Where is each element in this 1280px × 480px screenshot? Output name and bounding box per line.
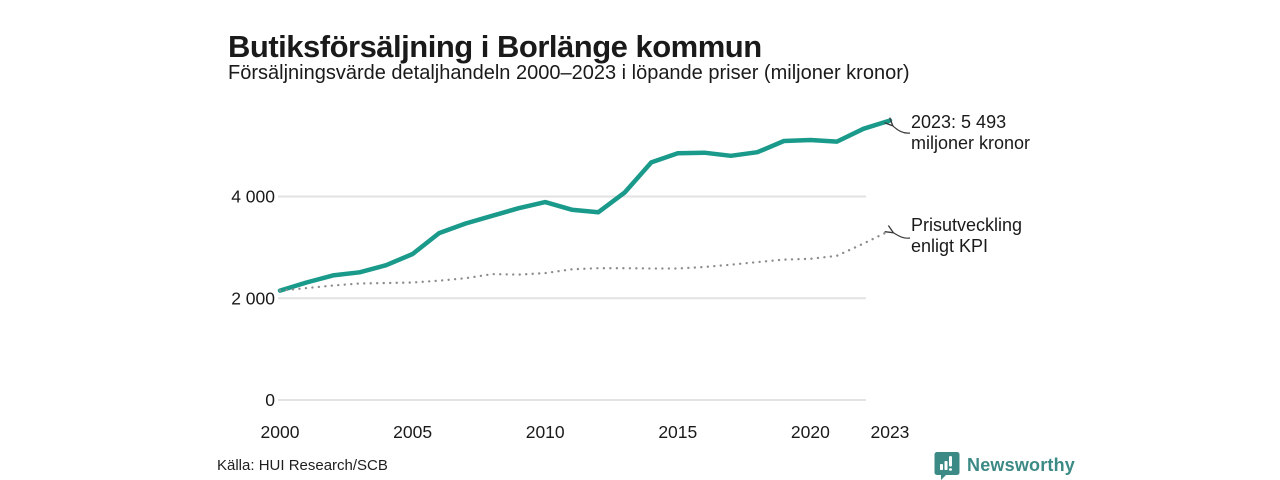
y-tick-label: 0: [265, 390, 275, 410]
y-tick-label: 4 000: [231, 187, 275, 207]
x-tick-label: 2015: [658, 422, 697, 442]
series-line-sales: [277, 118, 893, 293]
series-line-kpi: [278, 229, 892, 292]
x-tick-label: 2020: [791, 422, 830, 442]
annotation-sales-line2: miljoner kronor: [911, 133, 1031, 153]
x-tick-label: 2000: [261, 422, 300, 442]
arrow-to-sales-line: [893, 126, 911, 134]
annotation-kpi: Prisutveckling enligt KPI: [911, 215, 1022, 257]
chart-title: Butiksförsäljning i Borlänge kommun: [228, 28, 762, 64]
x-tick-label: 2010: [526, 422, 565, 442]
annotation-sales-2023: 2023: 5 493 miljoner kronor: [911, 112, 1030, 154]
annotation-sales-line1: 2023: 5 493: [911, 112, 1007, 132]
source-note: Källa: HUI Research/SCB: [217, 457, 388, 474]
chart-subtitle: Försäljningsvärde detaljhandeln 2000–202…: [228, 62, 910, 84]
newsworthy-brand: Newsworthy: [934, 450, 1075, 480]
gridlines: [278, 195, 866, 401]
annotation-kpi-line1: Prisutveckling: [911, 215, 1023, 235]
newsworthy-wordmark: Newsworthy: [967, 454, 1076, 475]
annotation-kpi-line2: enligt KPI: [911, 236, 989, 256]
arrow-to-kpi-line: [893, 233, 911, 239]
y-tick-label: 2 000: [231, 288, 275, 308]
x-tick-label: 2005: [393, 422, 432, 442]
data-series: [277, 118, 893, 293]
newsworthy-logo-icon: [934, 452, 960, 480]
axis-tick-labels: 0 2 000 4 000 2000 2005 2010 2015 2020 2023: [231, 187, 909, 443]
annotation-arrows: [893, 126, 911, 239]
x-tick-label: 2023: [870, 422, 909, 442]
